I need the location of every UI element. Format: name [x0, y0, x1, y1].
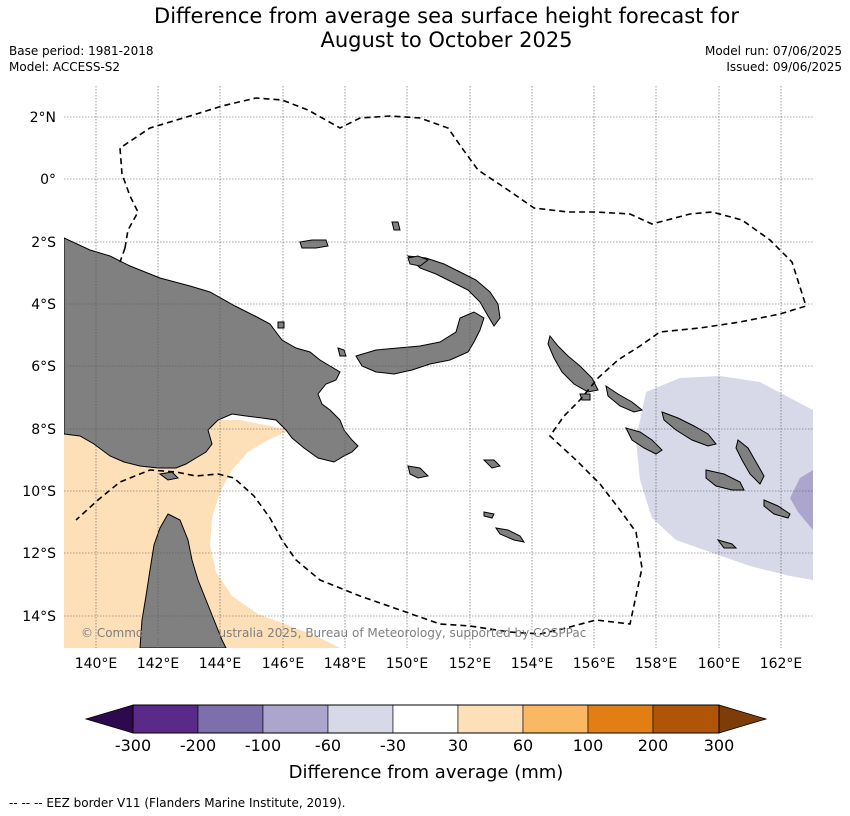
manus-island — [299, 239, 329, 249]
colorbar: -300 -200 -100 -60 -30 30 60 100 200 300… — [84, 704, 768, 783]
gridlines — [64, 86, 813, 648]
right-metadata: Model run: 07/06/2025 Issued: 09/06/2025 — [705, 43, 842, 75]
makira-island — [763, 499, 791, 519]
lat-label: 2°S — [31, 235, 56, 251]
latitude-labels: 2°N 0° 2°S 4°S 6°S 8°S 10°S 12°S 14°S — [22, 110, 56, 625]
lon-label: 142°E — [137, 656, 180, 672]
malaita-island — [735, 439, 765, 485]
colorbar-tick-label: -200 — [180, 736, 216, 755]
lat-label: 2°N — [30, 110, 56, 126]
fly-river-islands — [158, 471, 180, 481]
colorbar-max-extension — [718, 704, 768, 734]
karkar-island — [277, 321, 285, 329]
colorbar-segment — [522, 704, 589, 734]
colorbar-tick-label: -60 — [315, 736, 341, 755]
lon-label: 160°E — [698, 656, 741, 672]
lat-label: 4°S — [31, 297, 56, 313]
lon-label: 150°E — [386, 656, 429, 672]
colorbar-segment — [587, 704, 654, 734]
colorbar-segment — [457, 704, 524, 734]
mussau-island — [391, 221, 401, 231]
colorbar-min-extension — [84, 704, 134, 734]
colorbar-outline — [132, 704, 720, 734]
new-georgia-islands — [625, 427, 663, 455]
woodlark-island — [482, 459, 501, 469]
misima-island — [483, 511, 495, 519]
dentrecasteaux-islands — [407, 465, 430, 479]
colorbar-segment — [392, 704, 459, 734]
lon-label: 154°E — [511, 656, 554, 672]
anomaly-positive-30-60 — [64, 418, 340, 648]
guadalcanal-island — [705, 469, 745, 491]
lon-label: 148°E — [324, 656, 367, 672]
colorbar-ticks: -300 -200 -100 -60 -30 30 60 100 200 300 — [115, 736, 734, 755]
anomaly-negative-60-100 — [790, 470, 813, 530]
lon-label: 158°E — [635, 656, 678, 672]
louisiade-archipelago — [494, 527, 526, 543]
lon-label: 144°E — [199, 656, 242, 672]
title-line-1: Difference from average sea surface heig… — [154, 4, 739, 28]
new-hanover-island — [407, 255, 430, 267]
colorbar-segment — [262, 704, 329, 734]
lat-label: 14°S — [22, 609, 56, 625]
colorbar-tick-label: -30 — [380, 736, 406, 755]
map-area: © Commonwealth of Australia 2025, Bureau… — [64, 86, 813, 648]
colorbar-segment — [327, 704, 394, 734]
issued-date: Issued: 09/06/2025 — [726, 60, 842, 74]
colorbar-tick-label: 300 — [704, 736, 735, 755]
cape-york-peninsula — [139, 513, 227, 648]
map-title: Difference from average sea surface heig… — [0, 4, 850, 52]
colorbar-tick-label: 100 — [573, 736, 604, 755]
title-line-2: August to October 2025 — [320, 28, 573, 52]
lon-label: 146°E — [262, 656, 305, 672]
choiseul-island — [605, 384, 644, 413]
model-name: Model: ACCESS-S2 — [9, 60, 121, 74]
lon-label: 162°E — [760, 656, 803, 672]
copyright-notice: © Commonwealth of Australia 2025, Bureau… — [81, 626, 586, 640]
lat-label: 6°S — [31, 359, 56, 375]
colorbar-segment — [132, 704, 199, 734]
lat-label: 8°S — [31, 422, 56, 438]
colorbar-title: Difference from average (mm) — [289, 762, 564, 783]
colorbar-tick-label: 30 — [448, 736, 468, 755]
lat-label: 10°S — [22, 484, 56, 500]
lon-label: 156°E — [573, 656, 616, 672]
lat-label: 12°S — [22, 546, 56, 562]
lon-label: 152°E — [449, 656, 492, 672]
base-period: Base period: 1981-2018 — [9, 44, 154, 58]
colorbar-tick-label: 200 — [638, 736, 669, 755]
new-britain-island — [355, 311, 485, 375]
colorbar-segment — [652, 704, 720, 734]
eez-borders — [75, 97, 808, 635]
colorbar-tick-label: 60 — [513, 736, 533, 755]
left-metadata: Base period: 1981-2018 Model: ACCESS-S2 — [9, 43, 154, 75]
lon-label: 140°E — [75, 656, 118, 672]
colorbar-tick-label: -100 — [245, 736, 281, 755]
rennell-island — [716, 539, 738, 549]
longitude-labels: 140°E 142°E 144°E 146°E 148°E 150°E 152°… — [75, 656, 803, 672]
eez-legend-note: -- -- -- EEZ border V11 (Flanders Marine… — [9, 796, 346, 810]
new-guinea-landmass — [64, 237, 359, 469]
model-run: Model run: 07/06/2025 — [704, 44, 842, 58]
colorbar-segment — [197, 704, 264, 734]
bougainville-island — [547, 334, 599, 393]
colorbar-tick-label: -300 — [115, 736, 151, 755]
lat-label: 0° — [40, 172, 56, 188]
umboi-island — [337, 347, 347, 357]
